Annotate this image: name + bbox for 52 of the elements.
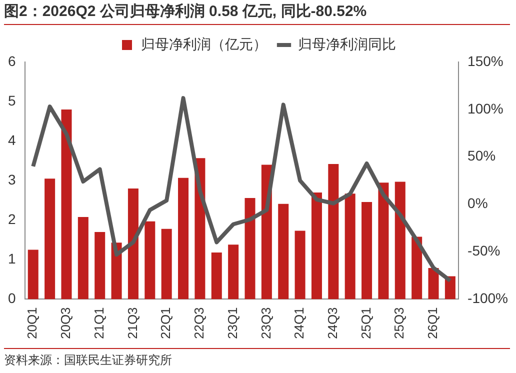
y-tick-label: 0 <box>8 290 16 306</box>
legend-label: 归母净利润同比 <box>298 36 396 52</box>
bar <box>161 228 172 300</box>
legend-label: 归母净利润（亿元） <box>141 36 267 52</box>
bar <box>412 236 422 300</box>
y2-tick-label: -100% <box>468 290 508 306</box>
y-tick-label: 1 <box>8 250 16 267</box>
y2-tick-label: 100% <box>468 100 504 116</box>
x-tick-label: 24Q3 <box>324 307 340 340</box>
bar <box>328 164 339 300</box>
bar <box>378 182 389 300</box>
bar <box>178 178 189 300</box>
y-tick-label: 6 <box>8 52 16 69</box>
chart-title: 图2：2026Q2 公司归母净利润 0.58 亿元, 同比-80.52% <box>4 2 510 25</box>
bar <box>244 198 256 300</box>
y-tick-label: 3 <box>8 171 16 188</box>
bar <box>362 202 372 300</box>
bar <box>228 244 239 300</box>
y-tick-label: 4 <box>8 132 16 148</box>
y-tick-label: 5 <box>8 92 16 108</box>
x-tick-label: 24Q1 <box>292 307 307 340</box>
bar <box>344 194 356 300</box>
x-tick-label: 20Q1 <box>24 307 40 340</box>
text: 资料来源：国联民生证券研究所 <box>4 348 510 369</box>
bar <box>94 232 106 300</box>
x-tick-label: 22Q3 <box>192 307 207 340</box>
bar <box>28 250 38 300</box>
bar <box>128 188 138 300</box>
bar <box>44 178 56 300</box>
x-tick-label: 20Q3 <box>58 307 74 340</box>
bar <box>144 221 156 300</box>
x-tick-label: 25Q3 <box>392 307 407 340</box>
bar <box>61 109 72 300</box>
y-tick-label: 2 <box>8 210 16 227</box>
bar <box>311 192 322 300</box>
x-tick-label: 21Q3 <box>124 307 140 340</box>
y2-tick-label: 50% <box>468 148 496 164</box>
bar <box>394 182 406 300</box>
x-tick-label: 23Q1 <box>224 307 240 340</box>
bar <box>78 216 88 300</box>
x-tick-label: 22Q1 <box>158 307 174 340</box>
y2-tick-label: 0% <box>468 195 488 212</box>
bar <box>278 204 289 300</box>
x-tick-label: 23Q3 <box>258 307 274 340</box>
bar <box>428 268 439 300</box>
y2-tick-label: 150% <box>468 52 504 69</box>
bar <box>211 252 222 300</box>
y2-tick-label: -50% <box>468 242 500 259</box>
x-tick-label: 21Q1 <box>91 307 106 340</box>
bar <box>294 230 306 300</box>
x-tick-label: 25Q1 <box>358 307 374 340</box>
x-tick-label: 26Q1 <box>425 307 440 340</box>
